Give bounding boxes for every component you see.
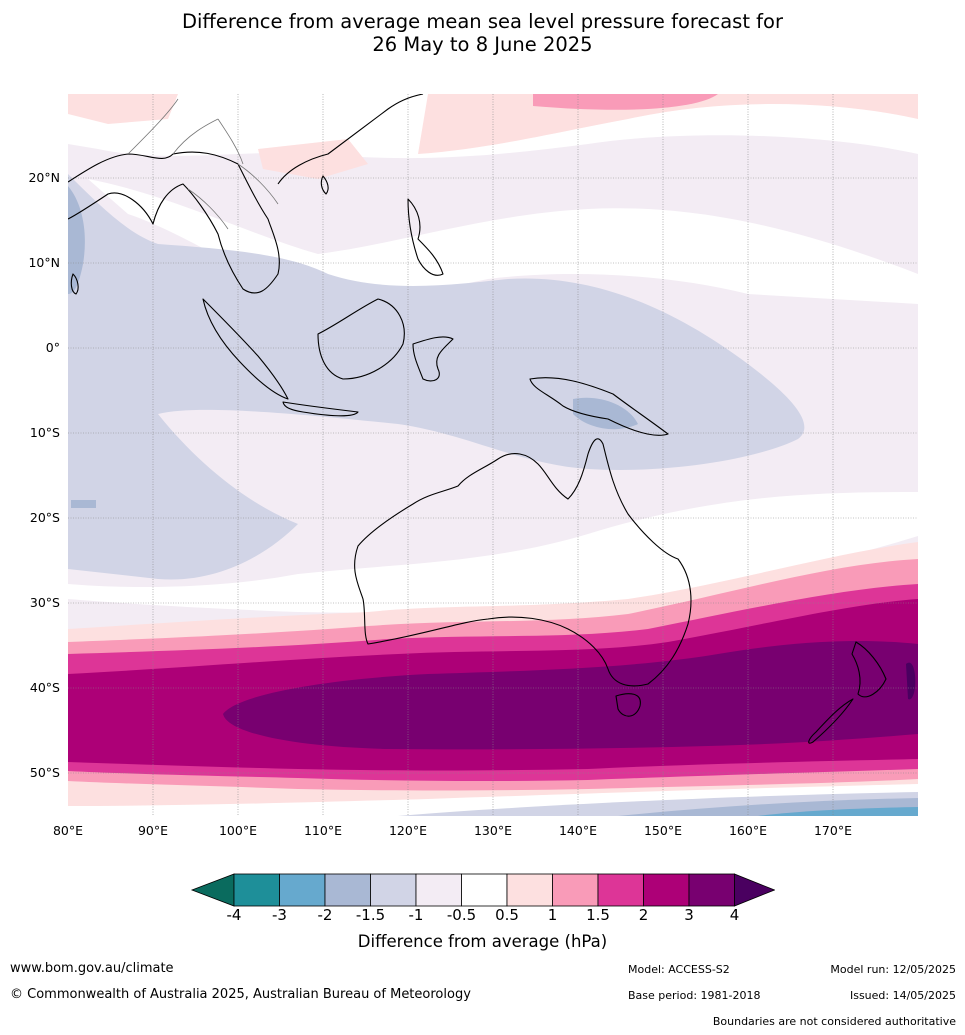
- colorbar-label: -1.5: [355, 906, 386, 924]
- philippines-coastline: [407, 198, 444, 276]
- colorbar-swatch: [370, 873, 417, 907]
- sulawesi-coastline: [412, 336, 454, 382]
- contour-blue-patch-indian: [71, 500, 96, 508]
- colorbar-title: Difference from average (hPa): [357, 932, 608, 951]
- java-coastline: [282, 401, 359, 417]
- footer-copyright: © Commonwealth of Australia 2025, Austra…: [10, 987, 471, 1002]
- map-title: Difference from average mean sea level p…: [0, 10, 965, 56]
- colorbar-swatch: [233, 873, 280, 907]
- australia-coastline: [354, 438, 692, 687]
- footer-base-period: Base period: 1981-2018: [628, 989, 761, 1002]
- contour-darkest-purple: [906, 662, 916, 700]
- colorbar-swatch: [552, 873, 599, 907]
- sumatra-coastline: [202, 298, 289, 400]
- contour-rose-north: [533, 94, 718, 110]
- contour-pink-north: [418, 94, 918, 154]
- sri-lanka-coastline: [70, 273, 79, 295]
- y-tick-40S: 40°S: [29, 680, 60, 695]
- contour-blue-south: [758, 807, 918, 816]
- y-tick-20S: 20°S: [29, 510, 60, 525]
- contour-pink-northwest: [68, 94, 178, 124]
- y-tick-10N: 10°N: [28, 255, 60, 270]
- colorbar: [190, 873, 775, 907]
- y-tick-10S: 10°S: [29, 425, 60, 440]
- colorbar-swatch: [324, 873, 371, 907]
- colorbar-swatch: [643, 873, 690, 907]
- footer-issued: Issued: 14/05/2025: [849, 989, 956, 1002]
- x-tick-120E: 120°E: [388, 823, 427, 838]
- colorbar-label: -4: [226, 906, 242, 924]
- colorbar-swatch: [461, 873, 508, 907]
- contour-blue-patch-guinea: [573, 397, 638, 430]
- country-borders: [127, 98, 279, 230]
- borneo-coastline: [317, 298, 405, 380]
- colorbar-label: 3: [684, 906, 694, 924]
- y-tick-20N: 20°N: [28, 170, 60, 185]
- colorbar-swatch: [597, 873, 644, 907]
- colorbar-label: -0.5: [446, 906, 477, 924]
- colorbar-label: -1: [408, 906, 424, 924]
- new-guinea-coastline: [529, 377, 669, 436]
- y-tick-50S: 50°S: [29, 765, 60, 780]
- pressure-anomaly-map: [68, 94, 918, 816]
- taiwan-coastline: [320, 175, 329, 195]
- contour-blue-patch-west: [68, 186, 85, 294]
- new-zealand-north-coastline: [851, 641, 887, 698]
- colorbar-label: 0.5: [495, 906, 519, 924]
- colorbar-under-extend: [190, 873, 235, 907]
- colorbar-label: 2: [638, 906, 649, 924]
- y-tick-30S: 30°S: [29, 595, 60, 610]
- colorbar-label: -3: [272, 906, 287, 924]
- contour-dark-purple: [223, 641, 918, 750]
- graticule: [68, 94, 918, 816]
- colorbar-label: 4: [729, 906, 740, 924]
- colorbar-over-extend: [734, 873, 775, 907]
- colorbar-swatch: [688, 873, 735, 907]
- footer-disclaimer: Boundaries are not considered authoritat…: [712, 1015, 956, 1028]
- x-tick-130E: 130°E: [473, 823, 512, 838]
- title-line-1: Difference from average mean sea level p…: [182, 10, 783, 33]
- x-tick-150E: 150°E: [643, 823, 682, 838]
- colorbar-swatch: [506, 873, 553, 907]
- contour-white-band-subtropics: [68, 492, 918, 613]
- x-tick-170E: 170°E: [813, 823, 852, 838]
- footer-url[interactable]: www.bom.gov.au/climate: [10, 961, 174, 976]
- footer-model-run: Model run: 12/05/2025: [830, 963, 956, 976]
- colorbar-swatch: [279, 873, 326, 907]
- x-tick-90E: 90°E: [137, 823, 169, 838]
- coastlines: [68, 94, 887, 744]
- colorbar-swatch: [415, 873, 462, 907]
- footer-model: Model: ACCESS-S2: [628, 963, 730, 976]
- asia-mainland-coastline: [68, 94, 424, 294]
- colorbar-label: 1.5: [586, 906, 610, 924]
- new-zealand-south-coastline: [808, 698, 854, 744]
- x-tick-100E: 100°E: [218, 823, 257, 838]
- colorbar-label: 1: [547, 906, 558, 924]
- x-tick-160E: 160°E: [728, 823, 767, 838]
- x-tick-140E: 140°E: [558, 823, 597, 838]
- y-tick-0: 0°: [45, 340, 60, 355]
- title-line-2: 26 May to 8 June 2025: [372, 33, 593, 56]
- tasmania-coastline: [615, 693, 641, 717]
- contour-lightblue-equatorial: [68, 174, 805, 580]
- x-tick-110E: 110°E: [303, 823, 342, 838]
- x-tick-80E: 80°E: [52, 823, 84, 838]
- colorbar-label: -2: [317, 906, 333, 924]
